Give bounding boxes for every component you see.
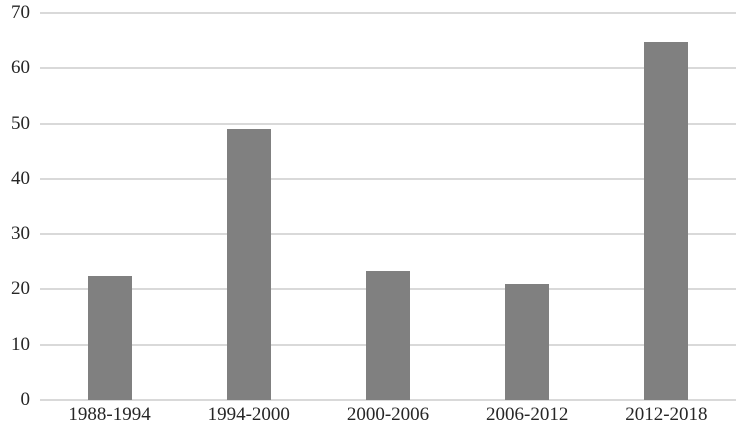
x-tick-label: 1988-1994 bbox=[68, 404, 151, 425]
gridline bbox=[40, 399, 736, 401]
x-tick-label: 1994-2000 bbox=[207, 404, 290, 425]
bar-2000-2006 bbox=[366, 271, 410, 400]
x-tick-label: 2000-2006 bbox=[346, 404, 430, 425]
y-tick-label: 70 bbox=[11, 2, 30, 23]
y-tick-label: 20 bbox=[11, 278, 30, 300]
gridline bbox=[40, 122, 736, 125]
y-tick-label: 30 bbox=[11, 223, 30, 245]
bars-layer bbox=[40, 13, 736, 400]
bar-2006-2012 bbox=[505, 283, 550, 400]
gridline bbox=[40, 233, 736, 236]
bar-1988-1994 bbox=[87, 275, 132, 400]
x-tick-label: 2012-2018 bbox=[625, 404, 708, 425]
bar-2012-2018 bbox=[644, 41, 689, 400]
gridline bbox=[40, 177, 736, 180]
y-tick-label: 40 bbox=[11, 167, 30, 189]
gridline bbox=[40, 67, 736, 70]
x-tick-label: 2006-2012 bbox=[486, 404, 569, 425]
y-tick-label: 60 bbox=[11, 57, 30, 79]
y-tick-label: 10 bbox=[11, 333, 30, 355]
bar-1994-2000 bbox=[226, 129, 271, 400]
y-tick-label: 50 bbox=[11, 112, 30, 134]
plot-area bbox=[40, 12, 736, 401]
gridline bbox=[40, 12, 736, 14]
y-tick-label: 0 bbox=[20, 389, 31, 410]
